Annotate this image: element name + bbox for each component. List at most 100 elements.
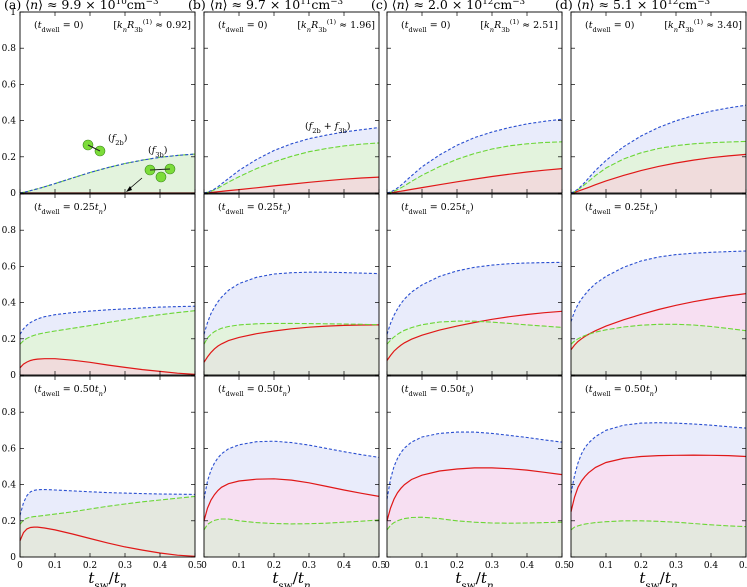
x-tick-label: 0.4 xyxy=(520,561,535,571)
x-tick-label: 0 xyxy=(384,561,390,571)
y-tick-label: 0.8 xyxy=(2,226,17,236)
molecule-atom-icon xyxy=(155,171,167,183)
x-tick-label: 0.2 xyxy=(83,561,97,571)
dwell-label: (tdwell = 0) xyxy=(585,20,634,34)
y-tick-label: 0.2 xyxy=(2,335,16,345)
series-line-green xyxy=(570,140,747,194)
y-tick-label: 0 xyxy=(10,553,16,563)
y-tick-label: 0.2 xyxy=(2,517,16,527)
series-line-blue xyxy=(386,261,563,335)
series-line-f3b-red xyxy=(386,467,563,521)
series-line-f3b-red xyxy=(203,176,380,194)
panel-frame xyxy=(19,375,196,558)
panel-frame xyxy=(203,193,380,376)
column-title-0: (a) ⟨n⟩ ≈ 9.9 × 1010cm−3 xyxy=(4,0,159,12)
series-line-blue xyxy=(570,422,747,494)
panel-frame xyxy=(19,193,196,376)
series-line-green xyxy=(386,320,563,345)
panel-frame xyxy=(570,193,747,376)
x-tick-label: 0.1 xyxy=(415,561,429,571)
column-title-1: (b) ⟨n⟩ ≈ 9.7 × 1011cm−3 xyxy=(188,0,343,12)
x-axis-label-2: tsw/tn xyxy=(455,569,494,587)
x-tick-label: 0.3 xyxy=(118,561,133,571)
series-line-blue xyxy=(386,431,563,500)
series-line-f3b-red xyxy=(570,454,747,512)
rate-note: [knR3b(1) ≈ 3.40] xyxy=(664,18,742,34)
dwell-label: (tdwell = 0.50tn) xyxy=(401,384,474,398)
series-line-f3b-red xyxy=(386,310,563,361)
dwell-label: (tdwell = 0) xyxy=(34,20,83,34)
y-tick-label: 0 xyxy=(10,189,16,199)
panel-r0-c0: 0 0.2 0.4 0.6 0.8 1 (tdwell = 0) [knR3b(1) ≈ 0.… xyxy=(2,8,196,199)
series-line-green xyxy=(19,495,196,525)
series-line-f3b-red xyxy=(203,478,380,521)
column-titles: (a) ⟨n⟩ ≈ 9.9 × 1010cm−3 (b) ⟨n⟩ ≈ 9.7 × … xyxy=(4,0,710,12)
y-tick-label: 0.4 xyxy=(2,299,17,309)
series-line-green xyxy=(386,516,563,531)
series-line-f3b-red xyxy=(19,358,196,375)
panel-r1-c0: 0 0.2 0.4 0.6 0.8 (tdwell = 0.25tn) xyxy=(2,193,196,381)
x-tick-label: 0 xyxy=(17,561,23,571)
rate-note: [knR3b(1) ≈ 2.51] xyxy=(480,18,558,34)
fill-region-base xyxy=(204,324,379,375)
x-tick-label: 0.4 xyxy=(704,561,719,571)
rate-note: [knR3b(1) ≈ 1.96] xyxy=(297,18,375,34)
fill-region-base xyxy=(571,324,746,375)
dwell-label: (tdwell = 0.50tn) xyxy=(34,384,107,398)
y-tick-label: 0 xyxy=(10,371,16,381)
series-line-blue xyxy=(570,104,747,194)
panel-frame xyxy=(570,375,747,558)
series-line-green xyxy=(570,323,747,345)
dwell-label: (tdwell = 0.25tn) xyxy=(34,202,107,216)
x-tick-label: 0.3 xyxy=(485,561,500,571)
panel-frame xyxy=(386,193,563,376)
panel-r1-c3: (tdwell = 0.25tn) xyxy=(570,193,747,376)
series-line-f3b-red xyxy=(386,168,563,194)
series-line-blue xyxy=(19,153,196,194)
panel-frame xyxy=(386,11,563,194)
series-line-blue xyxy=(19,305,196,335)
y-tick-label: 0.6 xyxy=(2,444,17,454)
panel-r0-c1: (tdwell = 0) [knR3b(1) ≈ 1.96] xyxy=(203,11,380,194)
x-tick-label: 0.1 xyxy=(48,561,62,571)
panel-frame xyxy=(203,11,380,194)
x-axis-labels: tsw/tn tsw/tn tsw/tn tsw/tn xyxy=(88,569,678,587)
y-tick-label: 0.6 xyxy=(2,80,17,90)
dwell-label: (tdwell = 0.25tn) xyxy=(401,202,474,216)
dwell-label: (tdwell = 0.50tn) xyxy=(218,384,291,398)
fill-region-overlap xyxy=(387,311,562,345)
x-tick-label: 0.4 xyxy=(337,561,352,571)
series-line-blue xyxy=(203,440,380,500)
series-line-blue xyxy=(19,488,196,516)
molecule-bond-icon xyxy=(149,168,171,171)
fill-region-bottom xyxy=(571,154,746,193)
panel-r0-c3: (tdwell = 0) [knR3b(1) ≈ 3.40] xyxy=(570,11,747,194)
panel-frame xyxy=(203,375,380,558)
series-line-blue xyxy=(203,126,380,194)
fill-region-bottom xyxy=(204,519,379,557)
arrow-head-icon xyxy=(126,186,132,192)
column-title-3: (d) ⟨n⟩ ≈ 5.1 × 1012cm−3 xyxy=(555,0,710,12)
panel-frame xyxy=(570,11,747,194)
x-tick-label: 0.5 xyxy=(188,561,203,571)
series-line-green xyxy=(19,310,196,345)
fill-region-bottom xyxy=(387,517,562,557)
panel-r2-c2: 0 0.1 0.2 0.3 0.4 0.5 (tdwell = 0.50tn) xyxy=(384,375,569,571)
series-line-f3b-red xyxy=(570,293,747,351)
y-tick-label: 0.8 xyxy=(2,408,17,418)
y-tick-label: 0.8 xyxy=(2,44,17,54)
series-line-green xyxy=(386,141,563,194)
panel-frame xyxy=(19,11,196,194)
dwell-label: (tdwell = 0) xyxy=(401,20,450,34)
y-tick-label: 0.6 xyxy=(2,262,17,272)
panel-grid: 0 0.2 0.4 0.6 0.8 1 (tdwell = 0) [knR3b(1) ≈ 0.… xyxy=(2,8,747,571)
fill-region-bottom xyxy=(20,496,195,557)
y-tick-label: 0.4 xyxy=(2,117,17,127)
panel-r2-c1: 0 0.1 0.2 0.3 0.4 0.5 (tdwell = 0.50tn) xyxy=(201,375,386,571)
label-f3b: (f3b) xyxy=(148,145,167,159)
fill-region-base xyxy=(387,322,562,375)
panel-r2-c3: 0 0.1 0.2 0.3 0.4 0.5 (tdwell = 0.50tn) xyxy=(568,375,747,571)
fill-region-bottom xyxy=(571,520,746,557)
series-line-f3b-red xyxy=(203,324,380,363)
